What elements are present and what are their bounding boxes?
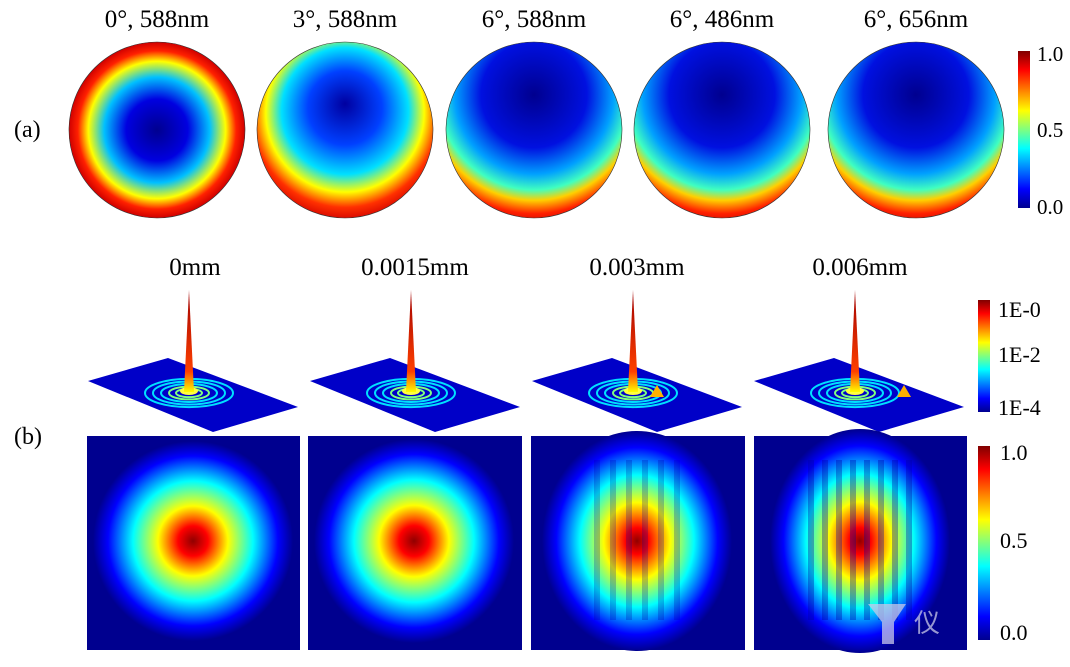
colorbar-b-log [978,300,990,412]
pupil-map-6deg-656nm [827,41,1005,219]
title-a-5: 6°, 656nm [863,6,969,33]
title-b-2: 0.0015mm [361,254,469,281]
psf-3d-plot-2 [310,290,520,432]
psf-map-0.0015mm [308,436,522,650]
colorbar-b [978,446,990,640]
title-a-4: 6°, 486nm [669,6,775,33]
pupil-map-3deg-588nm [256,41,434,219]
panel-label-a: (a) [14,117,41,143]
title-a-1: 0°, 588nm [104,6,210,33]
interference-fringe [850,460,856,620]
title-b-4: 0.006mm [812,254,908,281]
colorbar-a-max: 1.0 [1037,42,1064,66]
interference-fringe [674,460,680,620]
colorbar-b-max: 1.0 [1000,440,1028,465]
interference-fringe [626,460,632,620]
psf-3d-plot-3 [532,290,742,432]
colorbar-a-mid: 0.5 [1037,118,1064,142]
interference-fringe [808,460,814,620]
colorbar-b-log-mid: 1E-2 [998,342,1041,367]
interference-fringe [610,460,616,620]
colorbar-a [1018,51,1030,208]
colorbar-b-log-bottom: 1E-4 [998,395,1041,420]
pupil-map-6deg-588nm [445,41,623,219]
ghost-peak [897,385,911,397]
interference-fringe [906,460,912,620]
ghost-peak [650,385,664,397]
title-a-3: 6°, 588nm [481,6,587,33]
interference-fringe [658,460,664,620]
interference-fringe [864,460,870,620]
title-a-2: 3°, 588nm [292,6,398,33]
interference-fringe [892,460,898,620]
psf-3d-plot-4 [754,290,964,432]
psf-map-0.003mm [531,431,745,651]
panel-label-b: (b) [14,424,42,450]
title-b-3: 0.003mm [589,254,685,281]
colorbar-b-mid: 0.5 [1000,528,1028,553]
title-b-1: 0mm [169,254,221,281]
interference-fringe [594,460,600,620]
psf-map-0.006mm [754,429,967,653]
psf-map-0mm [87,436,300,650]
interference-fringe [878,460,884,620]
psf-peak [184,290,194,392]
colorbar-a-min: 0.0 [1037,195,1064,219]
psf-peak [406,290,416,392]
pupil-map-6deg-486nm [633,41,811,219]
colorbar-b-log-top: 1E-0 [998,297,1041,322]
interference-fringe [836,460,842,620]
colorbar-b-min: 0.0 [1000,620,1028,645]
watermark-logo: 仪 [866,600,966,650]
interference-fringe [642,460,648,620]
svg-text:仪: 仪 [914,609,940,639]
psf-peak [628,290,638,392]
psf-3d-plot-1 [88,290,298,432]
pupil-map-0deg-588nm [68,41,246,219]
psf-peak [850,290,860,392]
interference-fringe [822,460,828,620]
